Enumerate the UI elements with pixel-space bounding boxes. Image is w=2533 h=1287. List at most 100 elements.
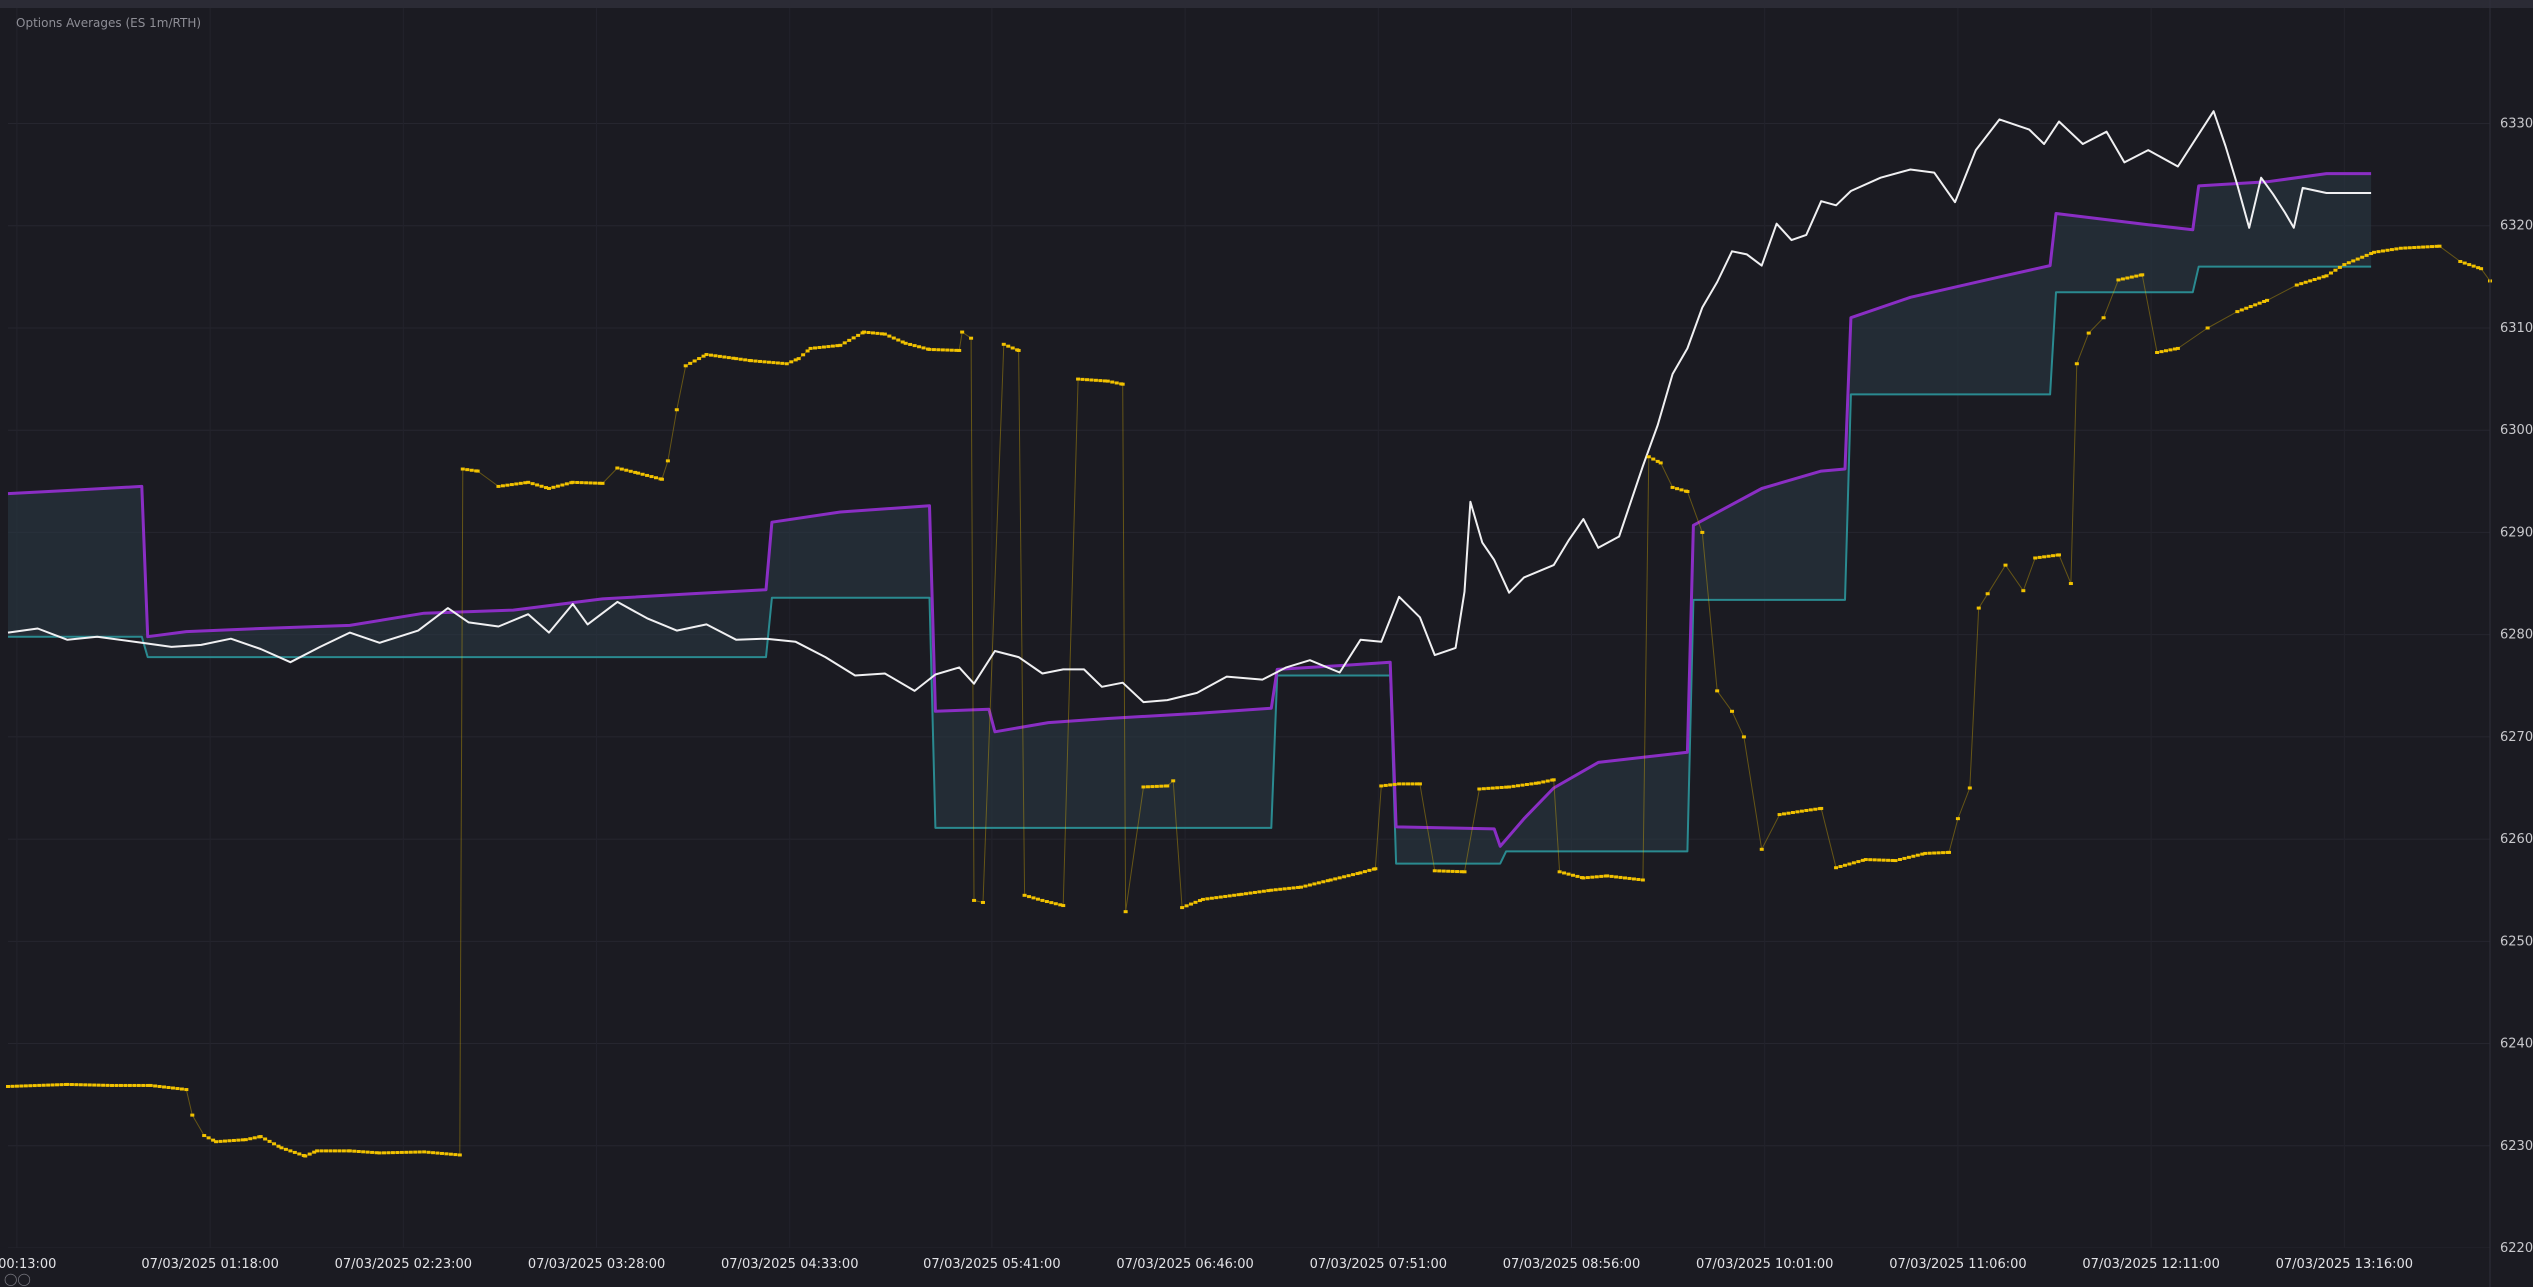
average-dot — [2074, 362, 2079, 366]
average-dot — [240, 1138, 245, 1142]
average-dot — [1346, 874, 1351, 878]
average-dot — [267, 1139, 272, 1143]
average-dot — [1863, 858, 1868, 862]
average-dot — [74, 1083, 79, 1087]
average-dot — [1799, 809, 1804, 813]
average-dot — [214, 1140, 219, 1144]
average-dot — [1941, 851, 1946, 855]
average-dot — [444, 1152, 449, 1156]
average-dot — [1261, 889, 1266, 893]
average-dot — [2308, 279, 2313, 283]
average-dot — [875, 331, 880, 335]
average-dot — [523, 481, 528, 485]
average-dot — [1171, 779, 1176, 783]
average-dot — [1061, 904, 1066, 908]
average-dot — [1006, 344, 1011, 348]
average-dot — [252, 1136, 257, 1140]
average-dot — [2056, 553, 2061, 557]
average-dot — [1273, 888, 1278, 892]
average-dot — [2168, 348, 2173, 352]
average-dot — [813, 346, 818, 350]
average-dot — [927, 347, 932, 351]
average-dot — [1911, 854, 1916, 858]
average-dot — [114, 1083, 119, 1087]
average-dot — [2164, 349, 2169, 353]
put-average-line — [8, 265, 2372, 865]
average-dot — [1730, 709, 1735, 713]
average-dot — [912, 344, 917, 348]
average-dot — [2248, 305, 2253, 309]
x-tick-label: 07/03/2025 10:01:00 — [1696, 1257, 1833, 1272]
average-dot — [426, 1150, 431, 1154]
average-dot — [1906, 855, 1911, 859]
average-dot — [784, 362, 789, 366]
average-dot — [243, 1138, 248, 1142]
call-put-band — [8, 173, 2372, 864]
average-dot — [1120, 382, 1125, 386]
average-dot — [731, 356, 736, 360]
average-dot — [179, 1087, 184, 1091]
average-dot — [1520, 783, 1525, 787]
average-dot — [1545, 779, 1550, 783]
average-dot — [1189, 902, 1194, 906]
average-dot — [1631, 877, 1636, 881]
average-dot — [954, 348, 959, 352]
average-dot — [555, 484, 560, 488]
average-dot — [722, 355, 727, 359]
average-dot — [945, 348, 950, 352]
average-dot — [2257, 301, 2262, 305]
average-dot — [1581, 876, 1586, 880]
average-dot — [1410, 782, 1415, 786]
average-dot — [439, 1151, 444, 1155]
average-dot — [1605, 874, 1610, 878]
average-dot — [1486, 786, 1491, 790]
average-dot — [1269, 888, 1274, 892]
average-dot — [1145, 785, 1150, 789]
average-dot — [960, 330, 965, 334]
average-dot — [2159, 350, 2164, 354]
average-dot — [1027, 895, 1032, 899]
average-dot — [1927, 851, 1932, 855]
x-tick-label: 07/03/2025 08:56:00 — [1503, 1257, 1640, 1272]
average-dot — [2046, 554, 2051, 558]
x-axis: 25 00:13:00 07/03/2025 01:18:00 07/03/2025… — [0, 1257, 2413, 1272]
average-dot — [2262, 299, 2267, 303]
average-dot — [900, 340, 905, 344]
average-dot — [206, 1136, 211, 1140]
average-dot — [315, 1149, 320, 1153]
average-dot — [222, 1139, 227, 1143]
average-dot — [1184, 904, 1189, 908]
x-tick-label: 07/03/2025 06:46:00 — [1116, 1257, 1253, 1272]
average-dot — [1847, 862, 1852, 866]
average-dot — [1477, 787, 1482, 791]
average-dot — [1920, 852, 1925, 856]
average-dot — [227, 1139, 232, 1143]
average-dot — [276, 1144, 281, 1148]
average-dot — [2346, 261, 2351, 265]
average-dot — [856, 333, 861, 337]
average-dot — [1141, 785, 1146, 789]
average-dot — [1252, 890, 1257, 894]
average-dot — [1214, 896, 1219, 900]
average-dot — [2068, 582, 2073, 586]
average-dot — [903, 341, 908, 345]
average-dot — [2467, 263, 2472, 267]
average-dot — [1715, 689, 1720, 693]
average-dot — [2412, 246, 2417, 250]
average-dot — [1640, 878, 1645, 882]
average-dot — [1392, 782, 1397, 786]
average-dot — [87, 1083, 92, 1087]
average-dot — [500, 484, 505, 488]
average-dot — [127, 1083, 132, 1087]
average-dot — [1700, 530, 1705, 534]
average-dot — [14, 1084, 19, 1088]
average-dot — [1337, 876, 1342, 880]
average-dot — [190, 1113, 195, 1117]
average-dot — [1557, 870, 1562, 874]
x-tick-label: 07/03/2025 13:16:00 — [2276, 1257, 2413, 1272]
average-dot — [1618, 875, 1623, 879]
average-dot — [1790, 811, 1795, 815]
average-dot — [1236, 893, 1241, 897]
average-dot — [1594, 875, 1599, 879]
